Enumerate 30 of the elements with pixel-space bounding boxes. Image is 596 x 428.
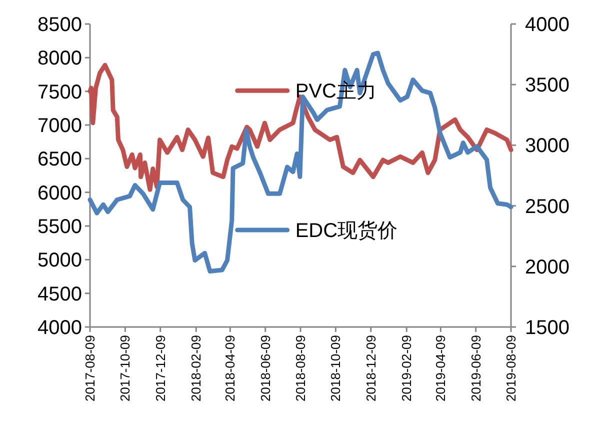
- x-tick-label: 2019-04-09: [433, 335, 448, 402]
- y-tick-label: 4500: [38, 283, 82, 306]
- y2-tick-label: 1500: [525, 317, 570, 339]
- x-tick-label: 2017-12-09: [152, 335, 168, 402]
- y-tick-label: 8500: [38, 14, 82, 36]
- y-tick-label: 6500: [38, 148, 82, 171]
- x-tick-label: 2019-02-09: [399, 335, 414, 402]
- x-tick-label: 2018-10-09: [328, 335, 344, 402]
- y-tick-label: 8000: [38, 48, 82, 70]
- y-tick-label: 7500: [38, 81, 82, 104]
- y-tick-label: 6000: [38, 182, 82, 204]
- x-tick-label: 2018-04-09: [222, 335, 238, 402]
- y2-tick-label: 3500: [525, 74, 570, 97]
- x-tick-label: 2018-12-09: [363, 335, 378, 402]
- x-tick-label: 2017-10-09: [118, 335, 133, 402]
- x-tick-label: 2017-08-09: [82, 335, 98, 402]
- y2-tick-label: 4000: [525, 14, 570, 36]
- legend-label: EDC现货价: [295, 220, 398, 242]
- x-tick-label: 2018-02-09: [188, 335, 204, 402]
- x-tick-label: 2018-08-09: [293, 335, 308, 402]
- y-tick-label: 5500: [38, 216, 82, 238]
- y-tick-label: 7000: [38, 115, 82, 137]
- y-tick-label: 4000: [38, 317, 82, 339]
- x-tick-label: 2019-06-09: [468, 335, 484, 402]
- y2-tick-label: 3000: [525, 135, 570, 158]
- x-tick-label: 2019-08-09: [504, 335, 518, 402]
- x-tick-label: 2018-06-09: [258, 335, 273, 402]
- y-tick-label: 5000: [38, 250, 82, 272]
- y2-tick-label: 2500: [525, 196, 570, 218]
- y2-tick-label: 2000: [525, 256, 570, 278]
